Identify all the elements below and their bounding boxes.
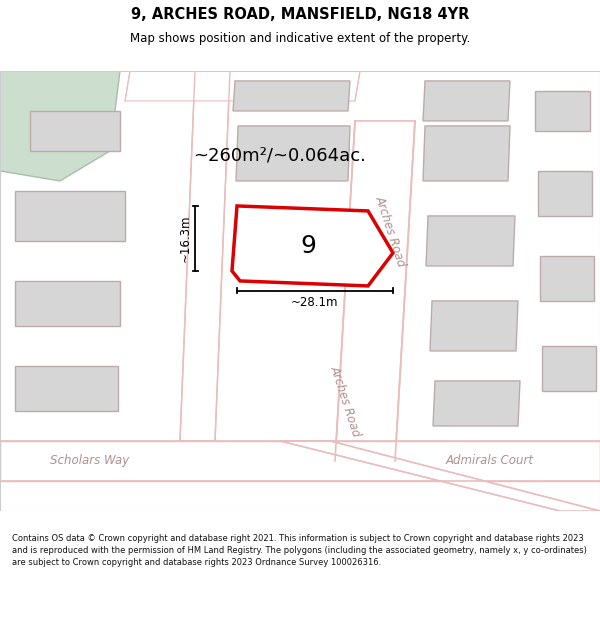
Polygon shape (30, 111, 120, 151)
Text: 9: 9 (300, 234, 316, 258)
Polygon shape (236, 126, 350, 181)
Polygon shape (0, 71, 120, 181)
Polygon shape (232, 206, 393, 286)
Text: Map shows position and indicative extent of the property.: Map shows position and indicative extent… (130, 32, 470, 46)
Text: 9, ARCHES ROAD, MANSFIELD, NG18 4YR: 9, ARCHES ROAD, MANSFIELD, NG18 4YR (131, 7, 469, 22)
Text: Contains OS data © Crown copyright and database right 2021. This information is : Contains OS data © Crown copyright and d… (12, 534, 587, 567)
Polygon shape (423, 126, 510, 181)
Polygon shape (423, 81, 510, 121)
Text: ~260m²/~0.064ac.: ~260m²/~0.064ac. (194, 147, 367, 165)
Text: ~16.3m: ~16.3m (179, 214, 191, 262)
Polygon shape (0, 441, 600, 481)
Polygon shape (430, 301, 518, 351)
Polygon shape (335, 121, 415, 461)
Text: Admirals Court: Admirals Court (446, 454, 534, 468)
Text: Arches Road: Arches Road (373, 194, 407, 268)
Polygon shape (15, 191, 125, 241)
Polygon shape (535, 91, 590, 131)
Polygon shape (538, 171, 592, 216)
Polygon shape (280, 441, 600, 511)
Text: Arches Road: Arches Road (328, 364, 362, 438)
Text: Scholars Way: Scholars Way (50, 454, 130, 468)
Polygon shape (15, 281, 120, 326)
Polygon shape (180, 71, 230, 441)
Polygon shape (125, 71, 360, 101)
Polygon shape (540, 256, 594, 301)
Text: ~28.1m: ~28.1m (291, 296, 339, 309)
Polygon shape (233, 81, 350, 111)
Polygon shape (15, 366, 118, 411)
Polygon shape (426, 216, 515, 266)
Polygon shape (433, 381, 520, 426)
Polygon shape (542, 346, 596, 391)
